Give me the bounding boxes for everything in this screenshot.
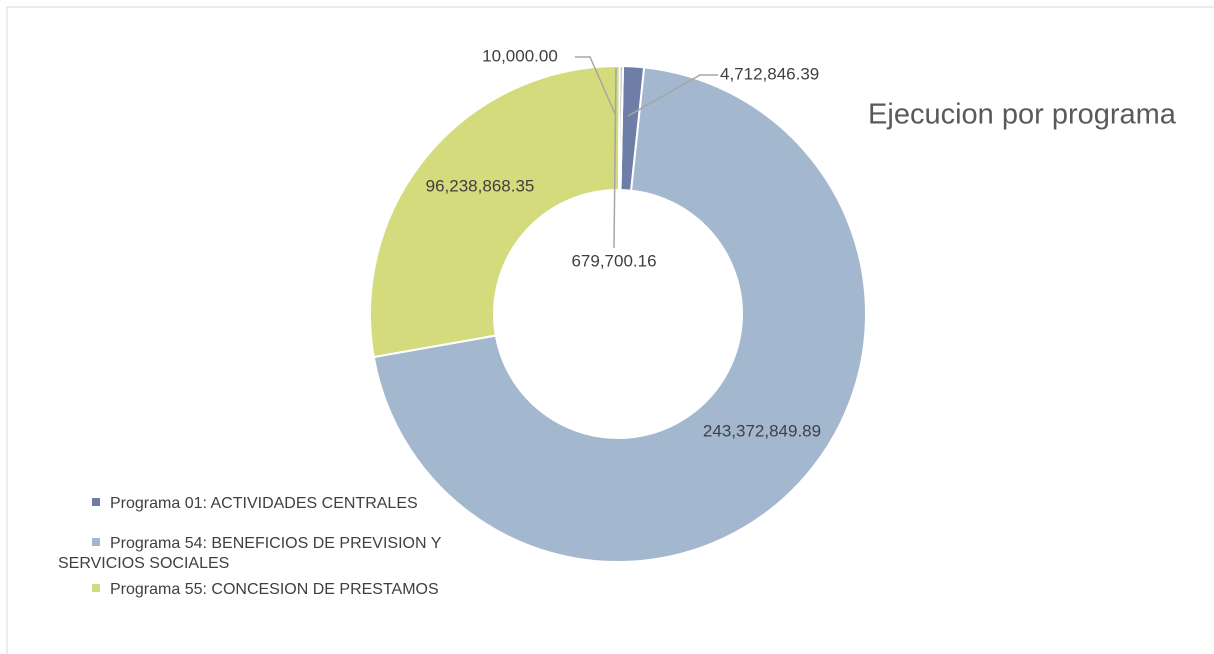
donut-slice [372,66,867,563]
data-label: 679,700.16 [571,251,656,270]
data-label: 10,000.00 [482,46,558,65]
legend-label: Programa 54: BENEFICIOS DE PREVISION Y S… [58,535,442,572]
donut-slice [369,65,621,359]
donut-slice [619,65,624,192]
data-label: 4,712,846.39 [720,64,819,83]
chart-title: Ejecucion por programa [868,99,1177,131]
legend-swatch [92,538,100,546]
legend-item: Programa 55: CONCESION DE PRESTAMOS [58,580,478,600]
leader-line [575,56,617,117]
legend-swatch [92,584,100,592]
legend-swatch [92,498,100,506]
legend-label: Programa 55: CONCESION DE PRESTAMOS [110,581,439,598]
chart-border [6,6,1214,654]
leader-line [627,74,718,117]
data-label: 243,372,849.89 [703,421,821,440]
legend-label: Programa 01: ACTIVIDADES CENTRALES [110,495,418,512]
leader-line [613,67,617,249]
legend-item: Programa 54: BENEFICIOS DE PREVISION Y S… [58,534,478,574]
data-label: 96,238,868.35 [426,176,535,195]
legend: Programa 01: ACTIVIDADES CENTRALES Progra… [58,494,478,606]
legend-item: Programa 01: ACTIVIDADES CENTRALES [58,494,478,514]
